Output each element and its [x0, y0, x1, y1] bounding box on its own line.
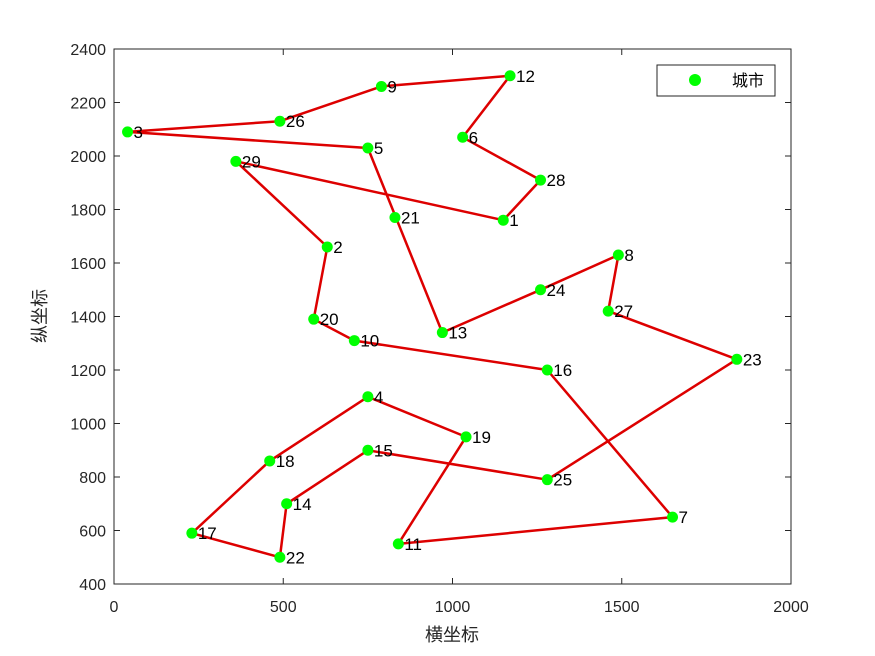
- city-label-22: 22: [286, 548, 305, 567]
- city-label-25: 25: [553, 471, 572, 490]
- city-label-3: 3: [134, 123, 143, 142]
- city-point-1: [497, 214, 509, 226]
- ticks-layer: 0 500 1000 1500 2000 400 600 800 1000 1200 1400 160…: [70, 42, 808, 616]
- city-point-26: [274, 115, 286, 127]
- city-label-8: 8: [624, 246, 633, 265]
- y-tick-label: 600: [79, 524, 106, 541]
- city-point-28: [535, 174, 547, 186]
- city-label-7: 7: [679, 508, 688, 527]
- city-label-2: 2: [333, 238, 342, 257]
- city-point-9: [375, 80, 387, 92]
- city-point-17: [186, 527, 198, 539]
- city-point-21: [389, 212, 401, 224]
- city-point-24: [535, 284, 547, 296]
- city-point-20: [308, 313, 320, 325]
- x-axis-label: 横坐标: [425, 625, 479, 646]
- x-tick-label: 0: [110, 599, 119, 616]
- y-tick-label: 1400: [70, 310, 106, 327]
- city-label-16: 16: [553, 361, 572, 380]
- city-label-18: 18: [276, 452, 295, 471]
- city-point-7: [667, 511, 679, 523]
- city-point-22: [274, 551, 286, 563]
- city-label-4: 4: [374, 388, 383, 407]
- city-point-29: [230, 155, 242, 167]
- city-label-29: 29: [242, 152, 261, 171]
- city-label-21: 21: [401, 209, 420, 228]
- city-point-8: [612, 249, 624, 261]
- y-tick-label: 2200: [70, 96, 106, 113]
- city-point-18: [264, 455, 276, 467]
- city-label-28: 28: [547, 171, 566, 190]
- city-label-15: 15: [374, 441, 393, 460]
- city-point-23: [731, 353, 743, 365]
- city-point-12: [504, 70, 516, 82]
- y-tick-label: 1800: [70, 203, 106, 220]
- legend-box: [656, 64, 776, 97]
- y-axis-label: 纵坐标: [30, 289, 51, 343]
- city-label-6: 6: [469, 128, 478, 147]
- city-point-16: [541, 364, 553, 376]
- y-tick-label: 2400: [70, 42, 106, 59]
- city-label-14: 14: [293, 495, 312, 514]
- city-point-25: [541, 474, 553, 486]
- y-tick-label: 1600: [70, 256, 106, 273]
- city-label-24: 24: [547, 281, 566, 300]
- y-tick-label: 2000: [70, 149, 106, 166]
- x-tick-label: 1500: [604, 599, 640, 616]
- city-label-17: 17: [198, 524, 217, 543]
- point-labels: 1234567891011121314151617181920212223242…: [134, 67, 762, 568]
- city-label-26: 26: [286, 112, 305, 131]
- city-point-3: [122, 126, 134, 138]
- city-point-27: [602, 305, 614, 317]
- city-point-15: [362, 444, 374, 456]
- city-label-12: 12: [516, 67, 535, 86]
- legend-label: 城市: [732, 71, 764, 90]
- city-label-13: 13: [448, 324, 467, 343]
- y-tick-label: 800: [79, 470, 106, 487]
- city-point-4: [362, 391, 374, 403]
- y-tick-label: 1200: [70, 363, 106, 380]
- city-label-10: 10: [360, 332, 379, 351]
- city-label-1: 1: [509, 211, 518, 230]
- city-point-5: [362, 142, 374, 154]
- city-label-23: 23: [743, 350, 762, 369]
- legend: 城市: [656, 64, 776, 97]
- city-point-2: [321, 241, 333, 253]
- city-point-11: [392, 538, 404, 550]
- x-tick-label: 500: [270, 599, 297, 616]
- city-label-20: 20: [320, 310, 339, 329]
- x-tick-label: 1000: [435, 599, 471, 616]
- plot-area: [114, 49, 791, 584]
- city-point-14: [281, 498, 293, 510]
- city-label-5: 5: [374, 139, 383, 158]
- x-tick-label: 2000: [773, 599, 809, 616]
- city-point-13: [436, 327, 448, 339]
- y-tick-label: 400: [79, 577, 106, 594]
- city-label-19: 19: [472, 428, 491, 447]
- city-label-27: 27: [614, 302, 633, 321]
- city-label-9: 9: [387, 77, 396, 96]
- city-point-10: [348, 335, 360, 347]
- points-layer: [122, 70, 743, 563]
- legend-marker: [689, 74, 701, 86]
- city-label-11: 11: [404, 535, 422, 554]
- y-tick-label: 1000: [70, 417, 106, 434]
- city-point-6: [457, 131, 469, 143]
- city-point-19: [460, 431, 472, 443]
